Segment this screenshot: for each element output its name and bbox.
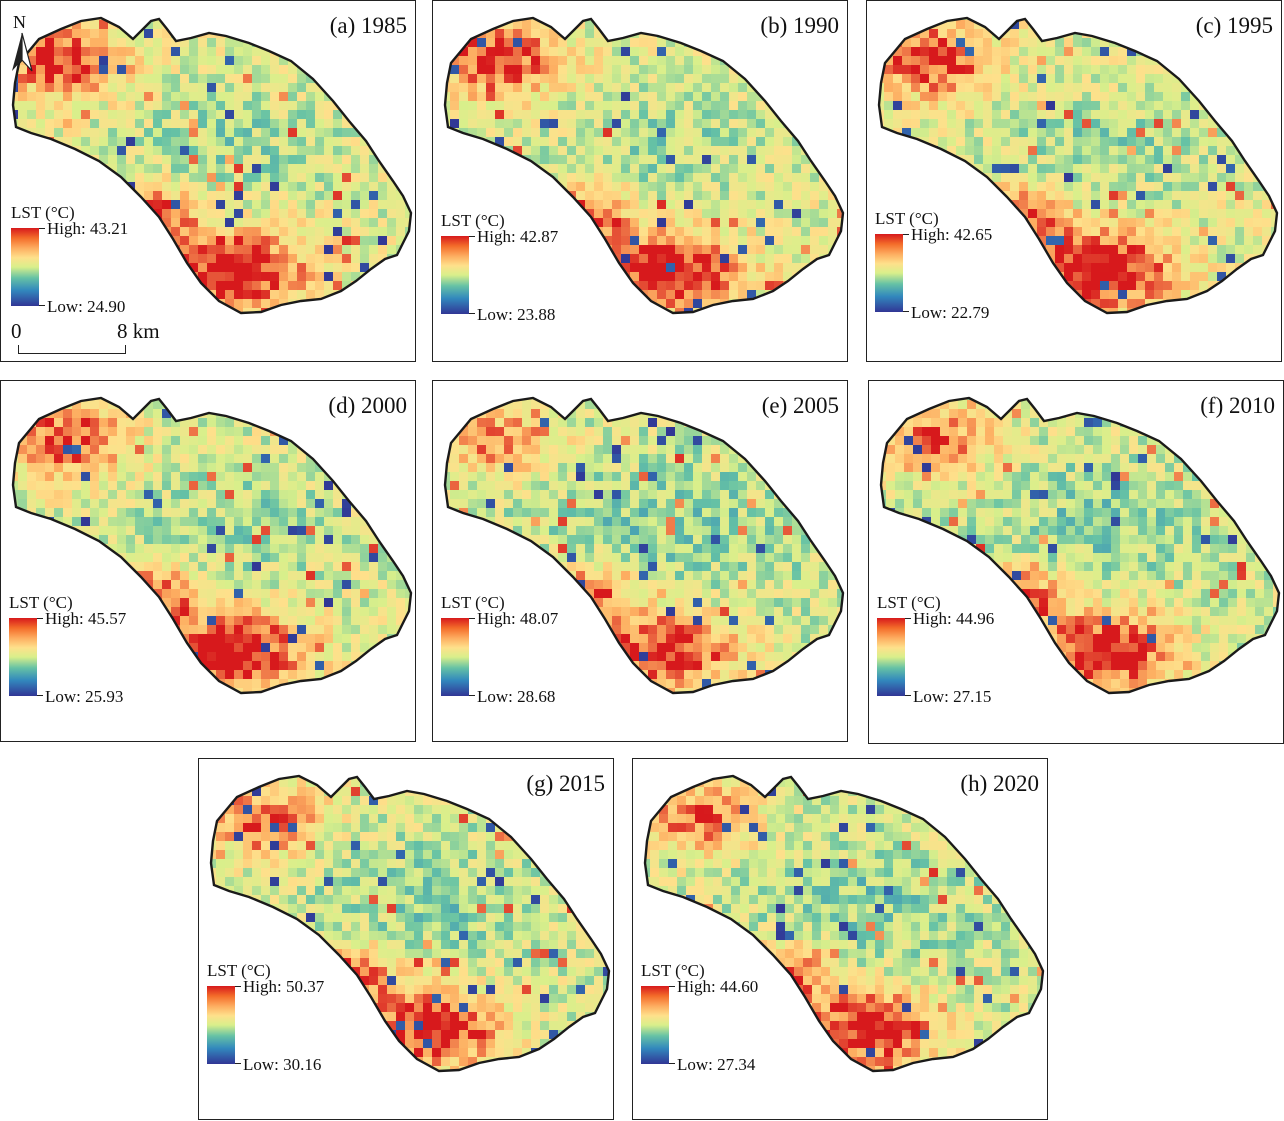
legend-tick-high (37, 618, 43, 620)
legend-title: LST (°C) (877, 593, 941, 612)
legend-title: LST (°C) (207, 961, 271, 980)
panel-title: (d) 2000 (328, 393, 407, 418)
study-area-boundary (209, 774, 611, 1073)
legend-tick-high (39, 228, 45, 230)
legend-tick-high (669, 986, 675, 988)
map-panel-b: (b) 1990 LST (°C) High: 42.87 Low: 23.88 (432, 0, 848, 362)
legend-title: LST (°C) (875, 209, 939, 228)
study-area-boundary (877, 16, 1279, 315)
legend-tick-high (903, 234, 909, 236)
scale-start-label: 0 (11, 319, 22, 343)
lst-legend: LST (°C) High: 50.37 Low: 30.16 (207, 961, 407, 1091)
legend-tick-low (469, 695, 475, 697)
lst-map (443, 16, 845, 315)
lst-map (877, 16, 1279, 315)
lst-legend: LST (°C) High: 48.07 Low: 28.68 (441, 593, 641, 723)
legend-low-value: Low: 22.79 (911, 303, 990, 322)
panel-title: (c) 1995 (1195, 13, 1273, 38)
legend-tick-high (905, 618, 911, 620)
legend-low-value: Low: 28.68 (477, 687, 556, 706)
panel-title: (b) 1990 (760, 13, 839, 38)
legend-color-ramp (641, 986, 669, 1064)
panel-title: (e) 2005 (761, 393, 839, 418)
map-panel-f: (f) 2010 LST (°C) High: 44.96 Low: 27.15 (868, 380, 1284, 744)
legend-color-ramp (9, 618, 37, 696)
scale-line (18, 353, 126, 355)
map-panel-a: (a) 1985 LST (°C) High: 43.21 Low: 24.90… (0, 0, 416, 362)
legend-high-value: High: 44.96 (913, 609, 995, 628)
legend-low-value: Low: 23.88 (477, 305, 556, 324)
panel-title: (a) 1985 (329, 13, 407, 38)
legend-low-value: Low: 30.16 (243, 1055, 322, 1074)
legend-tick-high (469, 236, 475, 238)
panel-title: (g) 2015 (526, 771, 605, 796)
legend-color-ramp (441, 236, 469, 314)
legend-tick-low (669, 1063, 675, 1065)
legend-tick-high (235, 986, 241, 988)
legend-high-value: High: 45.57 (45, 609, 127, 628)
study-area-boundary (11, 396, 413, 695)
north-arrow-icon (12, 32, 33, 72)
legend-tick-low (37, 695, 43, 697)
lst-legend: LST (°C) High: 44.96 Low: 27.15 (877, 593, 1077, 723)
lst-map (11, 396, 413, 695)
legend-low-value: Low: 27.34 (677, 1055, 756, 1074)
legend-title: LST (°C) (441, 593, 505, 612)
legend-tick-low (469, 313, 475, 315)
map-panel-d: (d) 2000 LST (°C) High: 45.57 Low: 25.93 (0, 380, 416, 742)
map-panel-c: (c) 1995 LST (°C) High: 42.65 Low: 22.79 (866, 0, 1282, 362)
scale-bar: 0 8 km (11, 319, 181, 359)
legend-high-value: High: 42.87 (477, 227, 559, 246)
north-label: N (13, 12, 26, 32)
legend-tick-low (39, 305, 45, 307)
legend-title: LST (°C) (11, 203, 75, 222)
north-arrow: N (9, 13, 37, 73)
study-area-boundary (443, 16, 845, 315)
panel-title: (h) 2020 (960, 771, 1039, 796)
legend-low-value: Low: 27.15 (913, 687, 992, 706)
legend-title: LST (°C) (9, 593, 73, 612)
map-panel-h: (h) 2020 LST (°C) High: 44.60 Low: 27.34 (632, 758, 1048, 1120)
study-area-boundary (643, 774, 1045, 1073)
lst-map (879, 396, 1281, 695)
legend-tick-low (905, 695, 911, 697)
legend-title: LST (°C) (441, 211, 505, 230)
scale-tick-right (125, 345, 127, 354)
lst-legend: LST (°C) High: 44.60 Low: 27.34 (641, 961, 841, 1091)
legend-color-ramp (877, 618, 905, 696)
legend-color-ramp (875, 234, 903, 312)
study-area-boundary (879, 396, 1281, 695)
legend-tick-low (235, 1063, 241, 1065)
map-panel-g: (g) 2015 LST (°C) High: 50.37 Low: 30.16 (198, 758, 614, 1120)
panel-title: (f) 2010 (1200, 393, 1275, 418)
legend-high-value: High: 50.37 (243, 977, 325, 996)
lst-legend: LST (°C) High: 43.21 Low: 24.90 (11, 203, 211, 333)
legend-tick-high (469, 618, 475, 620)
study-area-boundary (11, 16, 413, 315)
lst-legend: LST (°C) High: 45.57 Low: 25.93 (9, 593, 209, 723)
legend-high-value: High: 44.60 (677, 977, 759, 996)
lst-map (443, 396, 845, 695)
legend-color-ramp (11, 228, 39, 306)
map-panel-e: (e) 2005 LST (°C) High: 48.07 Low: 28.68 (432, 380, 848, 742)
legend-high-value: High: 42.65 (911, 225, 993, 244)
legend-high-value: High: 48.07 (477, 609, 559, 628)
legend-tick-low (903, 311, 909, 313)
legend-high-value: High: 43.21 (47, 219, 129, 238)
legend-color-ramp (207, 986, 235, 1064)
study-area-boundary (443, 396, 845, 695)
scale-tick-left (18, 345, 20, 354)
legend-low-value: Low: 25.93 (45, 687, 124, 706)
lst-legend: LST (°C) High: 42.65 Low: 22.79 (875, 209, 1075, 339)
legend-low-value: Low: 24.90 (47, 297, 126, 316)
lst-legend: LST (°C) High: 42.87 Low: 23.88 (441, 211, 641, 341)
scale-end-label: 8 km (117, 319, 160, 343)
legend-title: LST (°C) (641, 961, 705, 980)
legend-color-ramp (441, 618, 469, 696)
